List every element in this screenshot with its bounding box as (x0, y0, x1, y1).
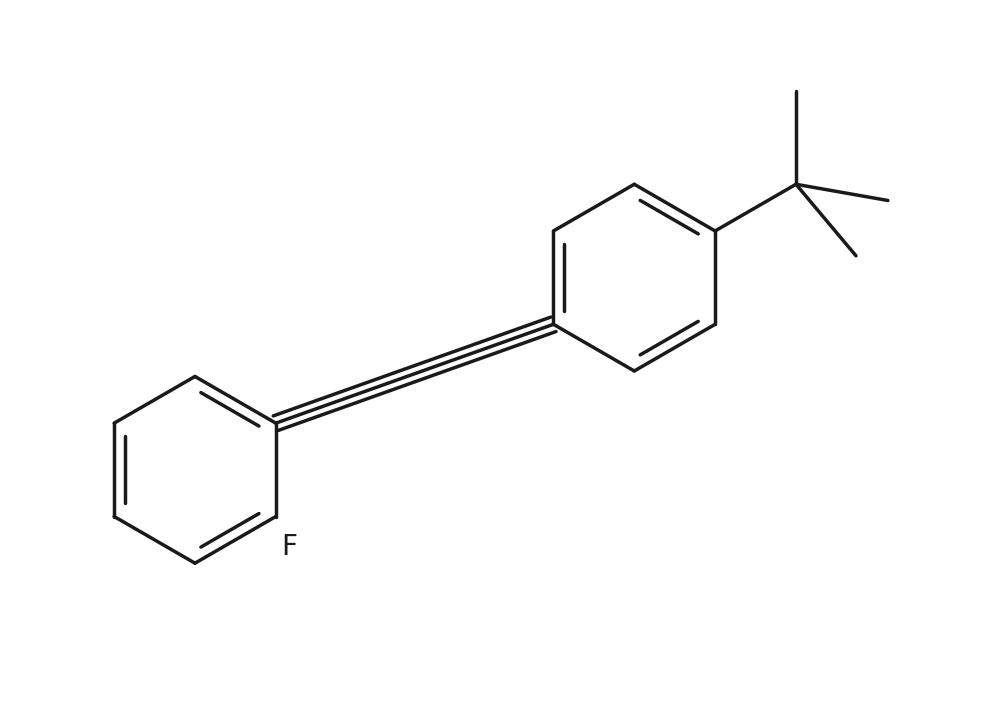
Text: F: F (281, 534, 297, 562)
